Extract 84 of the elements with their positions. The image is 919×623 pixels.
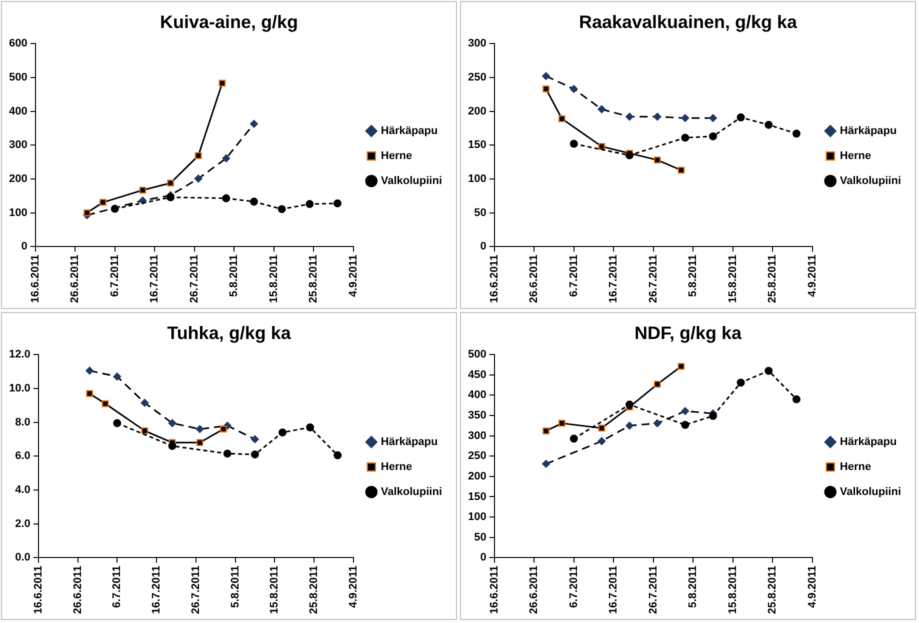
- y-tick-label: 200: [468, 470, 486, 482]
- x-tick-label: 4.9.2011: [806, 566, 818, 608]
- y-tick-label: 400: [468, 389, 486, 402]
- x-tick-label: 25.8.2011: [308, 254, 320, 304]
- legend-label: Herne: [840, 461, 872, 474]
- chart-title: Kuiva-aine, g/kg: [160, 12, 298, 32]
- legend-label: Härkäpapu: [840, 436, 897, 448]
- y-tick-label: 4.0: [15, 484, 30, 496]
- y-tick-label: 50: [474, 531, 486, 544]
- x-tick-label: 26.7.2011: [190, 566, 202, 614]
- y-tick-label: 500: [8, 71, 28, 84]
- x-tick-label: 4.9.2011: [347, 254, 360, 297]
- x-tick-label: 5.8.2011: [228, 254, 240, 297]
- y-tick-label: 0: [480, 552, 486, 564]
- x-tick-label: 25.8.2011: [766, 254, 779, 304]
- x-tick-label: 15.8.2011: [726, 254, 739, 304]
- x-tick-label: 26.6.2011: [528, 566, 540, 614]
- y-tick-label: 200: [468, 105, 486, 118]
- x-tick-label: 26.7.2011: [647, 254, 660, 304]
- y-tick-label: 150: [468, 490, 486, 503]
- x-tick-label: 15.8.2011: [268, 566, 281, 614]
- y-tick-label: 300: [8, 139, 28, 152]
- x-tick-label: 26.6.2011: [528, 254, 540, 304]
- x-tick-label: 16.7.2011: [148, 254, 161, 304]
- x-tick-label: 6.7.2011: [568, 254, 580, 297]
- x-tick-label: 25.8.2011: [766, 566, 779, 614]
- y-tick-label: 450: [468, 368, 486, 381]
- y-tick-label: 100: [8, 206, 28, 219]
- x-tick-label: 26.7.2011: [647, 566, 660, 614]
- x-tick-label: 26.6.2011: [69, 254, 82, 304]
- x-tick-label: 6.7.2011: [108, 254, 121, 297]
- legend-label: Valkolupiini: [380, 486, 442, 498]
- chart-title: Tuhka, g/kg ka: [167, 322, 292, 343]
- y-tick-label: 12.0: [8, 348, 30, 361]
- y-tick-label: 2.0: [15, 518, 30, 530]
- x-tick-label: 16.7.2011: [608, 254, 620, 304]
- x-tick-label: 16.6.2011: [32, 566, 44, 614]
- x-tick-label: 5.8.2011: [687, 254, 700, 297]
- y-tick-label: 300: [468, 430, 486, 442]
- legend-label: Härkäpapu: [380, 125, 438, 138]
- legend-label: Valkolupiini: [840, 486, 901, 498]
- x-tick-label: 26.7.2011: [188, 254, 200, 304]
- y-tick-label: 200: [8, 173, 28, 186]
- x-tick-label: 4.9.2011: [347, 566, 360, 608]
- x-tick-label: 25.8.2011: [308, 566, 320, 614]
- chart-title: Raakavalkuainen, g/kg ka: [578, 12, 798, 32]
- y-tick-label: 50: [474, 206, 486, 219]
- y-tick-label: 8.0: [15, 416, 30, 428]
- y-tick-label: 500: [468, 348, 486, 361]
- y-tick-label: 600: [8, 38, 28, 50]
- y-tick-label: 0: [480, 240, 486, 253]
- legend-label: Herne: [380, 150, 412, 162]
- x-tick-label: 16.7.2011: [150, 566, 163, 614]
- x-tick-label: 4.9.2011: [806, 254, 818, 297]
- legend-label: Härkäpapu: [840, 125, 897, 138]
- y-tick-label: 100: [468, 173, 486, 186]
- y-tick-label: 350: [468, 410, 486, 422]
- x-tick-label: 16.6.2011: [29, 254, 42, 304]
- x-tick-label: 16.6.2011: [488, 566, 500, 614]
- legend-label: Valkolupiini: [840, 175, 901, 188]
- y-tick-label: 300: [468, 38, 486, 50]
- x-tick-label: 5.8.2011: [229, 566, 242, 608]
- x-tick-label: 15.8.2011: [268, 254, 280, 304]
- x-tick-label: 5.8.2011: [687, 566, 700, 608]
- x-tick-label: 16.6.2011: [488, 254, 500, 304]
- x-tick-label: 6.7.2011: [568, 566, 580, 608]
- x-tick-label: 16.7.2011: [608, 566, 620, 614]
- x-tick-label: 6.7.2011: [111, 566, 124, 608]
- legend-label: Valkolupiini: [380, 175, 442, 188]
- legend-label: Herne: [380, 461, 412, 474]
- chart-title: NDF, g/kg ka: [634, 322, 742, 343]
- y-tick-label: 250: [468, 450, 486, 462]
- y-tick-label: 0.0: [15, 552, 30, 564]
- legend-label: Herne: [840, 150, 872, 162]
- y-tick-label: 250: [468, 71, 486, 84]
- x-tick-label: 26.6.2011: [72, 566, 84, 614]
- y-tick-label: 10.0: [8, 382, 30, 394]
- y-tick-label: 6.0: [15, 450, 30, 462]
- y-tick-label: 100: [468, 511, 486, 524]
- legend-label: Härkäpapu: [380, 436, 438, 448]
- y-tick-label: 400: [8, 105, 28, 118]
- y-tick-label: 0: [21, 240, 28, 253]
- x-tick-label: 15.8.2011: [726, 566, 739, 614]
- y-tick-label: 150: [468, 139, 486, 152]
